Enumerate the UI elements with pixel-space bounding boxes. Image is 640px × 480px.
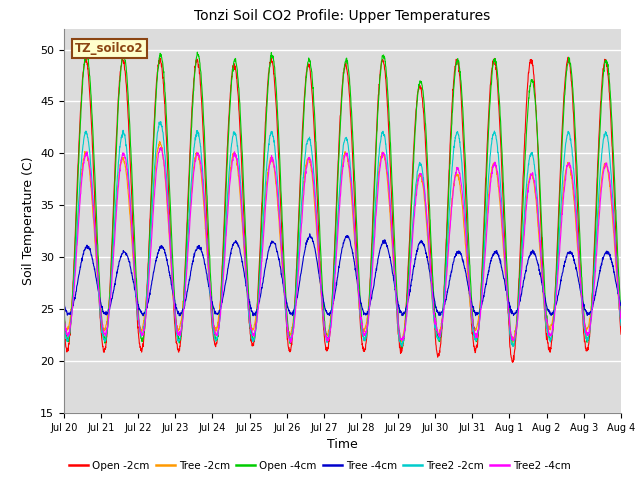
- Tree -2cm: [540, 303, 548, 309]
- Open -2cm: [120, 59, 127, 64]
- Tree2 -4cm: [248, 327, 255, 333]
- Tree2 -4cm: [540, 294, 548, 300]
- Line: Tree -2cm: Tree -2cm: [64, 142, 640, 480]
- Tree -2cm: [248, 326, 255, 332]
- Open -2cm: [397, 349, 404, 355]
- Open -4cm: [60, 308, 68, 314]
- Text: TZ_soilco2: TZ_soilco2: [75, 42, 144, 55]
- Tree2 -4cm: [60, 314, 68, 320]
- Line: Open -2cm: Open -2cm: [64, 57, 640, 480]
- Open -4cm: [574, 183, 582, 189]
- X-axis label: Time: Time: [327, 438, 358, 451]
- Tree -2cm: [397, 339, 405, 345]
- Tree -2cm: [60, 315, 68, 321]
- Open -4cm: [248, 331, 255, 336]
- Open -2cm: [248, 339, 255, 345]
- Line: Tree -4cm: Tree -4cm: [64, 234, 640, 480]
- Tree -4cm: [574, 274, 582, 279]
- Tree -4cm: [540, 291, 548, 297]
- Tree2 -2cm: [540, 300, 548, 306]
- Tree -2cm: [156, 139, 163, 144]
- Tree -4cm: [397, 310, 405, 315]
- Tree2 -2cm: [120, 131, 127, 136]
- Tree2 -4cm: [120, 153, 127, 158]
- Open -2cm: [564, 54, 572, 60]
- Tree2 -2cm: [157, 119, 164, 125]
- Tree -4cm: [306, 231, 314, 237]
- Tree -2cm: [574, 247, 582, 253]
- Open -2cm: [574, 208, 582, 214]
- Tree -4cm: [248, 308, 255, 313]
- Line: Tree2 -2cm: Tree2 -2cm: [64, 122, 640, 480]
- Open -4cm: [540, 276, 548, 282]
- Line: Open -4cm: Open -4cm: [64, 52, 640, 480]
- Open -4cm: [193, 49, 201, 55]
- Tree2 -2cm: [397, 342, 405, 348]
- Tree -4cm: [60, 300, 68, 306]
- Y-axis label: Soil Temperature (C): Soil Temperature (C): [22, 156, 35, 285]
- Tree2 -2cm: [60, 320, 68, 326]
- Tree2 -4cm: [397, 336, 405, 342]
- Tree -4cm: [120, 248, 127, 253]
- Legend: Open -2cm, Tree -2cm, Open -4cm, Tree -4cm, Tree2 -2cm, Tree2 -4cm: Open -2cm, Tree -2cm, Open -4cm, Tree -4…: [65, 456, 575, 475]
- Title: Tonzi Soil CO2 Profile: Upper Temperatures: Tonzi Soil CO2 Profile: Upper Temperatur…: [195, 10, 490, 24]
- Line: Tree2 -4cm: Tree2 -4cm: [64, 148, 640, 480]
- Tree2 -4cm: [574, 239, 582, 244]
- Open -2cm: [60, 328, 68, 334]
- Tree -2cm: [120, 157, 127, 163]
- Tree2 -4cm: [157, 145, 164, 151]
- Open -4cm: [120, 52, 127, 58]
- Open -4cm: [397, 341, 405, 347]
- Tree2 -2cm: [574, 231, 582, 237]
- Open -2cm: [540, 293, 548, 299]
- Tree2 -2cm: [248, 335, 255, 340]
